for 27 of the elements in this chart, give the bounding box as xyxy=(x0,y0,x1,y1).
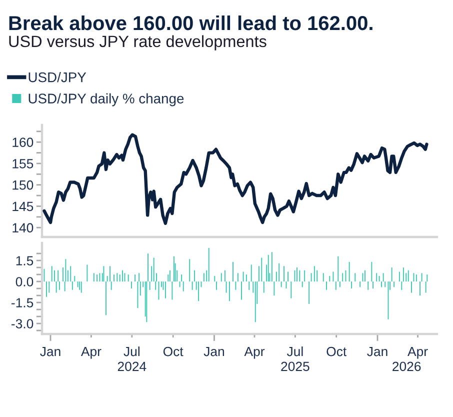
x2-tick-label: 2026 xyxy=(392,362,421,372)
x2-tick-label: 2025 xyxy=(281,362,310,372)
line-series xyxy=(42,133,428,225)
x-tick-label: Oct xyxy=(163,346,184,356)
y-tick-label: 1.5 xyxy=(16,256,34,266)
x-tick-label: Oct xyxy=(326,346,347,356)
x-tick-label: Apr xyxy=(244,346,265,359)
x-tick-label: Jul xyxy=(124,346,140,356)
chart-title: Break above 160.00 will lead to 162.00. xyxy=(9,16,372,30)
x-tick-label: Apr xyxy=(80,346,102,359)
y-tick-label: 140 xyxy=(12,223,34,233)
y-tick-label: 0.0 xyxy=(16,277,34,286)
x-tick-label: Apr xyxy=(408,346,428,359)
y-tick-label: -3.0 xyxy=(12,319,34,328)
x2-tick-label: 2024 xyxy=(118,362,146,372)
y-tick-label: 160 xyxy=(12,138,34,148)
x-tick-label: Jan xyxy=(367,346,388,356)
y-tick-label: 150 xyxy=(12,180,34,190)
y-tick-label: -1.5 xyxy=(12,298,34,308)
legend-label: USD/JPY xyxy=(28,72,86,82)
x-tick-label: Jan xyxy=(204,346,224,356)
x-tick-label: Jul xyxy=(286,346,303,356)
x-tick-label: Jan xyxy=(40,346,60,356)
legend-label: USD/JPY daily % change xyxy=(28,93,184,106)
y-tick-label: 155 xyxy=(12,159,34,168)
y-tick-label: 145 xyxy=(12,202,34,212)
chart-subtitle: USD versus JPY rate developments xyxy=(9,35,266,50)
